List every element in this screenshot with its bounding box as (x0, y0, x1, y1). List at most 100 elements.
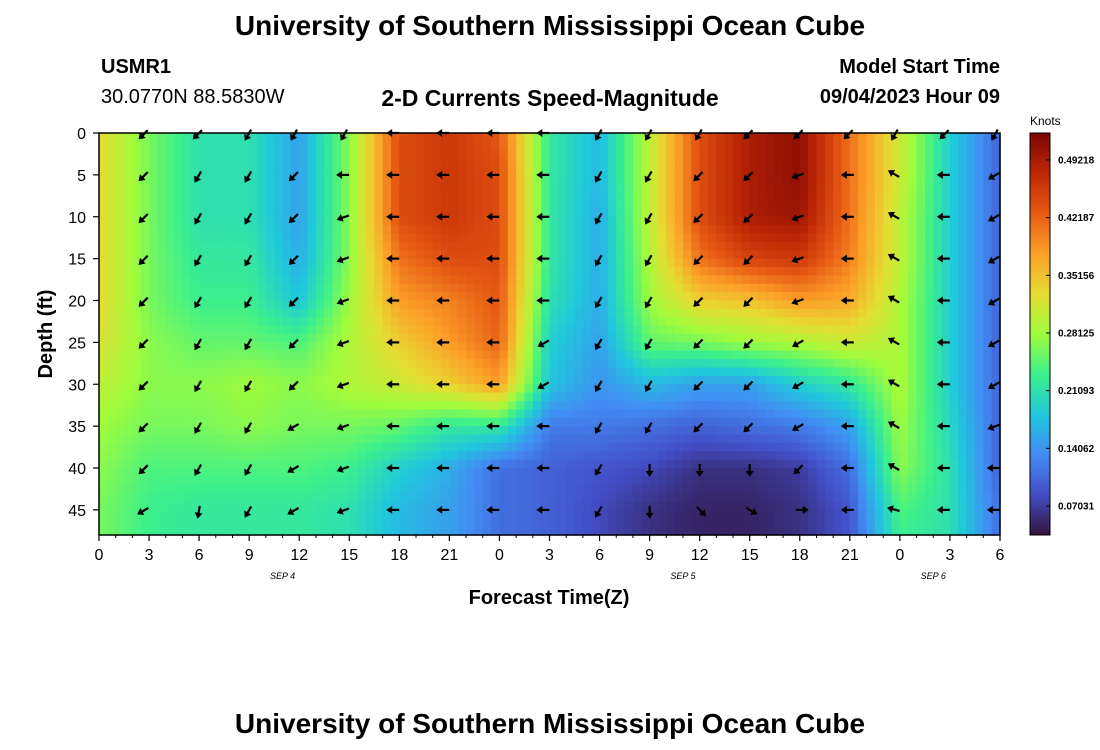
heatmap-cell (299, 166, 309, 176)
heatmap-cell (958, 191, 968, 201)
heatmap-cell (924, 141, 934, 151)
heatmap-cell (424, 250, 434, 260)
heatmap-cell (591, 375, 601, 385)
heatmap-cell (99, 384, 108, 394)
heatmap-cell (699, 233, 709, 243)
heatmap-cell (524, 442, 534, 452)
heatmap-cell (549, 367, 559, 377)
heatmap-cell (265, 250, 275, 260)
heatmap-cell (849, 325, 859, 335)
heatmap-cell (557, 208, 567, 218)
heatmap-cell (574, 250, 584, 260)
heatmap-cell (758, 149, 767, 159)
heatmap-cell (474, 468, 484, 477)
heatmap-cell (174, 501, 184, 511)
heatmap-cell (357, 133, 367, 142)
heatmap-cell (516, 342, 526, 352)
heatmap-cell (357, 283, 367, 293)
heatmap-cell (866, 283, 876, 293)
heatmap-cell (899, 174, 909, 184)
heatmap-cell (566, 493, 576, 503)
heatmap-cell (449, 334, 459, 343)
heatmap-cell (115, 442, 125, 452)
heatmap-cell (883, 250, 893, 260)
heatmap-cell (974, 225, 984, 235)
heatmap-cell (290, 359, 300, 369)
heatmap-cell (766, 308, 776, 318)
heatmap-cell (883, 392, 893, 402)
heatmap-cell (407, 158, 417, 168)
heatmap-cell (783, 183, 793, 193)
heatmap-cell (307, 250, 317, 260)
heatmap-cell (599, 275, 609, 285)
heatmap-cell (357, 426, 367, 436)
heatmap-cell (149, 442, 158, 452)
heatmap-cell (599, 292, 609, 302)
heatmap-cell (449, 442, 459, 452)
heatmap-cell (858, 509, 868, 519)
heatmap-cell (833, 308, 843, 318)
heatmap-cell (290, 518, 300, 528)
heatmap-cell (407, 308, 417, 318)
heatmap-cell (482, 183, 492, 193)
heatmap-cell (182, 392, 192, 402)
heatmap-cell (682, 133, 692, 142)
heatmap-cell (624, 216, 634, 226)
heatmap-cell (841, 283, 851, 293)
heatmap-cell (182, 468, 192, 477)
heatmap-cell (182, 317, 192, 327)
heatmap-cell (482, 300, 492, 310)
heatmap-cell (991, 166, 1001, 176)
heatmap-cell (240, 392, 250, 402)
heatmap-cell (557, 451, 567, 461)
heatmap-cell (249, 200, 259, 209)
heatmap-cell (799, 442, 809, 452)
heatmap-cell (874, 501, 884, 511)
heatmap-cell (833, 367, 843, 377)
heatmap-cell (516, 476, 526, 486)
heatmap-cell (390, 241, 400, 251)
heatmap-cell (616, 300, 626, 310)
heatmap-cell (741, 241, 751, 251)
heatmap-cell (232, 267, 242, 276)
heatmap-cell (207, 350, 217, 360)
heatmap-cell (949, 509, 959, 519)
heatmap-cell (282, 476, 292, 486)
heatmap-cell (549, 317, 559, 327)
heatmap-cell (566, 417, 576, 427)
heatmap-cell (866, 208, 876, 218)
heatmap-cell (382, 442, 392, 452)
heatmap-cell (682, 233, 692, 243)
heatmap-cell (115, 325, 125, 335)
heatmap-cell (482, 275, 492, 285)
heatmap-cell (199, 375, 209, 385)
heatmap-cell (207, 183, 217, 193)
heatmap-cell (474, 308, 484, 318)
heatmap-cell (149, 200, 158, 209)
heatmap-cell (382, 216, 392, 226)
heatmap-cell (182, 518, 192, 528)
heatmap-cell (474, 149, 484, 159)
heatmap-cell (849, 300, 859, 310)
heatmap-cell (340, 417, 350, 427)
heatmap-cell (733, 350, 742, 360)
heatmap-cell (324, 501, 334, 511)
heatmap-cell (290, 166, 300, 176)
heatmap-cell (541, 501, 551, 511)
heatmap-cell (182, 158, 192, 168)
heatmap-cell (390, 283, 400, 293)
heatmap-cell (249, 392, 259, 402)
heatmap-cell (207, 476, 217, 486)
heatmap-cell (124, 417, 133, 427)
heatmap-cell (99, 476, 108, 486)
heatmap-cell (516, 501, 526, 511)
heatmap-cell (457, 375, 467, 385)
heatmap-cell (257, 442, 267, 452)
heatmap-cell (657, 183, 667, 193)
heatmap-cell (858, 401, 868, 410)
heatmap-cell (933, 200, 943, 209)
heatmap-cell (674, 258, 684, 268)
heatmap-cell (933, 216, 943, 226)
heatmap-cell (332, 241, 342, 251)
heatmap-cell (207, 225, 217, 235)
